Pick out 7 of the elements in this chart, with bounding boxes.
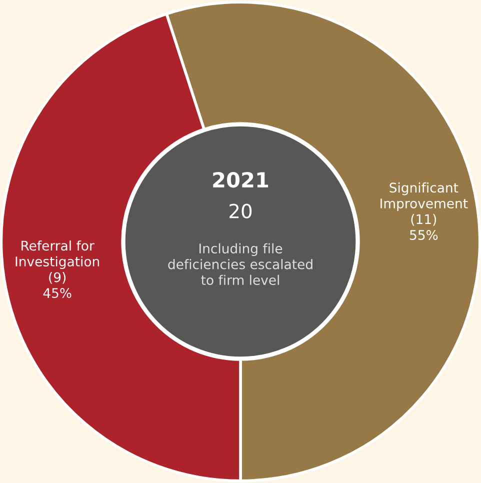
slice-label: Significant Improvement	[380, 182, 468, 211]
text: 2021	[213, 172, 268, 188]
slice-label: Referral for Investigation	[16, 240, 100, 270]
text: 20	[230, 204, 252, 218]
data-label: (9) 45%	[43, 272, 72, 298]
text: Including file deficiencies escalated to firm level	[168, 243, 312, 286]
data-label: (11) 55%	[410, 214, 438, 240]
